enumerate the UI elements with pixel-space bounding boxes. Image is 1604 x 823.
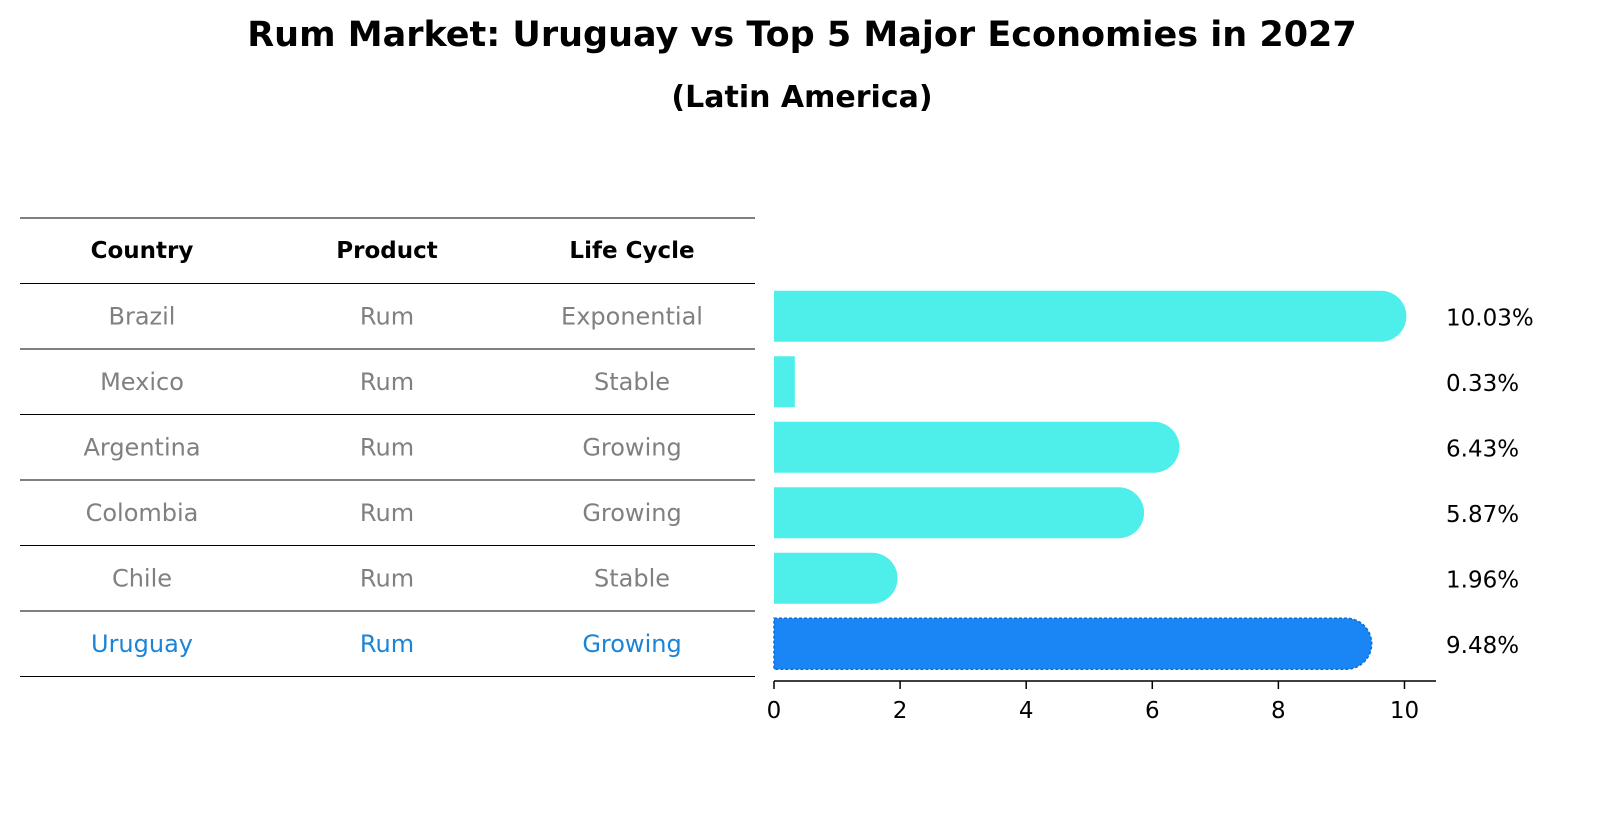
bar-chile [774,552,898,604]
table-cell-country: Brazil [109,302,176,330]
bar-argentina [774,421,1180,473]
x-tick-label: 6 [1145,698,1160,724]
table-cell-country: Chile [112,564,172,592]
table-cell-product: Rum [360,302,414,330]
table-cell-product: Rum [360,368,414,396]
x-tick-label: 2 [893,698,908,724]
table-cell-product: Rum [360,433,414,461]
table-cell-life-cycle: Stable [594,368,670,396]
bar-value-label: 0.33% [1446,371,1519,397]
bar-value-label: 5.87% [1446,502,1519,528]
bar-uruguay [773,617,1373,670]
table-cell-product: Rum [360,630,414,658]
chart-title: Rum Market: Uruguay vs Top 5 Major Econo… [247,15,1357,55]
bar-mexico [774,356,795,408]
table-header-country: Country [91,238,194,264]
table-cell-country: Uruguay [91,630,193,658]
table-cell-country: Argentina [83,433,200,461]
x-tick-label: 8 [1271,698,1286,724]
table-cell-life-cycle: Growing [582,630,681,658]
bar-plot: 10.03% 0.33% 6.43% 5.87% 1.96% 9.48% [773,290,1534,670]
bar-value-label: 9.48% [1446,633,1519,659]
bar-value-label: 6.43% [1446,436,1519,462]
table-cell-country: Colombia [86,499,199,527]
table-header-life-cycle: Life Cycle [569,238,694,264]
table-cell-country: Mexico [100,368,184,396]
bar-value-label: 1.96% [1446,567,1519,593]
table-header-product: Product [336,238,437,264]
table-cell-product: Rum [360,564,414,592]
data-table: Country Product Life Cycle Brazil Rum Exponen… [20,217,755,677]
x-axis: 0 2 4 6 8 10 [767,680,1436,724]
table-cell-life-cycle: Growing [582,433,681,461]
table-cell-life-cycle: Exponential [561,302,703,330]
bar-colombia [774,487,1145,539]
table-cell-life-cycle: Stable [594,564,670,592]
x-tick-label: 10 [1390,698,1419,724]
bar-value-label: 10.03% [1446,305,1534,331]
chart-subtitle: (Latin America) [671,80,933,115]
x-tick-label: 0 [767,698,782,724]
table-cell-life-cycle: Growing [582,499,681,527]
x-tick-label: 4 [1019,698,1034,724]
table-cell-product: Rum [360,499,414,527]
bar-brazil [774,290,1407,342]
